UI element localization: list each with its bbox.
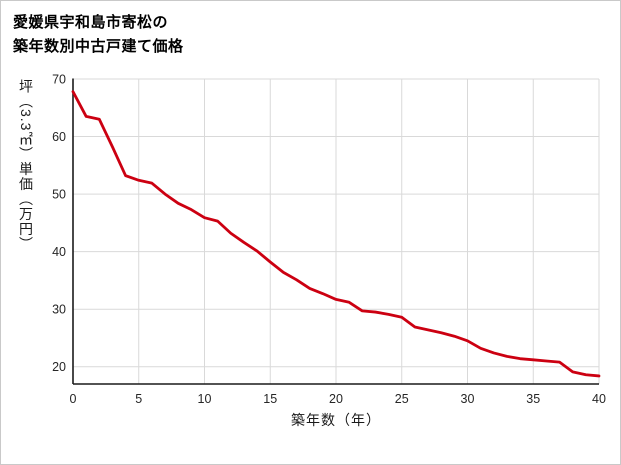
y-tick-label: 30	[52, 303, 66, 317]
x-tick-label: 5	[135, 392, 142, 406]
line-chart: 0 5 10 15 20 25 30 35 40 20 30 40 50 60 70	[52, 73, 606, 407]
chart-title-line1: 愛媛県宇和島市寄松の	[13, 14, 169, 31]
x-tick-label: 0	[70, 392, 77, 406]
chart-title-line2: 築年数別中古戸建て価格	[13, 38, 184, 55]
x-tick-label: 40	[592, 392, 606, 406]
x-axis-label: 築年数（年）	[291, 412, 381, 428]
x-tick-label: 25	[395, 392, 409, 406]
x-tick-label: 20	[329, 392, 343, 406]
y-tick-label: 50	[52, 188, 66, 202]
y-tick-label: 60	[52, 130, 66, 144]
y-tick-label: 20	[52, 360, 66, 374]
y-axis-label: 坪（3.3㎡）単価（万円）	[18, 79, 34, 252]
chart-title: 愛媛県宇和島市寄松の 築年数別中古戸建て価格	[1, 1, 620, 65]
y-tick-label: 70	[52, 73, 66, 87]
x-tick-label: 10	[198, 392, 212, 406]
x-tick-label: 30	[461, 392, 475, 406]
y-tick-label: 40	[52, 245, 66, 259]
price-line	[71, 90, 601, 378]
x-tick-label: 35	[526, 392, 540, 406]
x-tick-label: 15	[263, 392, 277, 406]
chart-area: 坪（3.3㎡）単価（万円） 0 5 10 15 20 25 30 35 40 20 30 40 50 60…	[1, 65, 620, 430]
